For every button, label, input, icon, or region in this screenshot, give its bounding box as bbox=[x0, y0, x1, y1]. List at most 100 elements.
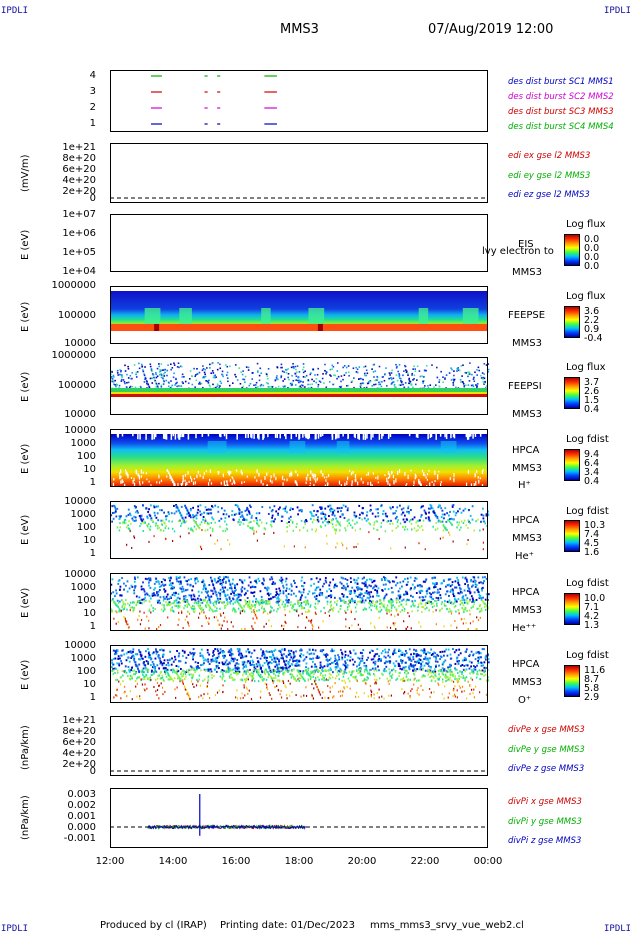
speckle bbox=[143, 373, 145, 375]
spectrogram-cell bbox=[214, 504, 217, 507]
spectrogram-cell bbox=[205, 659, 208, 662]
datetime-title: 07/Aug/2019 12:00 bbox=[428, 22, 554, 37]
spectrogram-cell bbox=[454, 605, 457, 608]
spectrogram-cell bbox=[256, 539, 259, 542]
speckle bbox=[146, 380, 148, 383]
species-label: He⁺ bbox=[515, 551, 534, 562]
spectrogram-cell bbox=[479, 529, 481, 532]
spectrogram-cell bbox=[217, 619, 219, 622]
spectrogram-cell bbox=[130, 669, 133, 672]
spectrogram-cell bbox=[187, 671, 190, 674]
spectrogram-cell bbox=[464, 608, 466, 611]
spectrogram-cell bbox=[408, 666, 410, 669]
spectrogram-cell bbox=[469, 622, 472, 625]
dropout bbox=[122, 480, 124, 483]
spectrogram-cell bbox=[229, 651, 232, 654]
spectrogram-cell bbox=[484, 608, 487, 611]
spectrogram-cell bbox=[321, 670, 324, 673]
spectrogram-cell bbox=[204, 521, 206, 524]
spectrogram-cell bbox=[284, 603, 286, 606]
spectrogram-cell bbox=[423, 664, 426, 667]
dropout bbox=[428, 469, 430, 472]
dropout bbox=[130, 477, 133, 479]
spectrogram-cell bbox=[286, 526, 288, 529]
spectrogram-cell bbox=[344, 660, 347, 663]
spectrogram-cell bbox=[158, 588, 161, 591]
speckle bbox=[425, 369, 427, 372]
speckle bbox=[203, 371, 206, 374]
spectrogram-cell bbox=[474, 666, 477, 669]
spectrogram-cell bbox=[326, 660, 329, 663]
spectrogram-cell bbox=[372, 587, 374, 590]
speckle bbox=[135, 373, 137, 376]
spectrogram-cell bbox=[232, 602, 234, 605]
spectrogram-cell bbox=[391, 599, 394, 602]
dropout bbox=[431, 481, 433, 483]
spectrogram-cell bbox=[451, 583, 454, 586]
spectrogram-cell bbox=[336, 603, 338, 606]
spectrogram-cell bbox=[338, 656, 340, 659]
spectrogram-cell bbox=[138, 658, 140, 661]
spectrogram-cell bbox=[171, 606, 174, 609]
dropout bbox=[367, 471, 369, 476]
spectrogram-cell bbox=[441, 601, 443, 604]
spectrogram-cell bbox=[313, 518, 315, 521]
spectrogram-cell bbox=[212, 592, 215, 595]
spectrogram-cell bbox=[147, 656, 150, 659]
speckle bbox=[448, 372, 451, 374]
spectrogram-cell bbox=[284, 663, 287, 666]
speckle bbox=[151, 377, 153, 380]
spectrogram-cell bbox=[342, 584, 345, 587]
spacecraft-label: MMS3 bbox=[512, 533, 542, 544]
spectrogram-cell bbox=[193, 602, 196, 605]
spectrogram-cell bbox=[204, 529, 207, 532]
speckle bbox=[317, 383, 320, 386]
spectrogram-cell bbox=[141, 669, 144, 672]
spectrogram-cell bbox=[214, 542, 216, 545]
speckle bbox=[445, 374, 448, 376]
speckle bbox=[374, 383, 377, 386]
spectrogram-cell bbox=[476, 607, 479, 610]
spectrogram-cell bbox=[124, 521, 126, 524]
dropout bbox=[201, 434, 204, 437]
legend-entry: des dist burst SC2 MMS2 bbox=[508, 92, 614, 102]
spectrogram-cell bbox=[420, 625, 422, 628]
spectrogram-cell bbox=[300, 648, 302, 651]
speckle bbox=[204, 375, 207, 378]
spectrogram-cell bbox=[305, 603, 307, 606]
spectrogram-cell bbox=[286, 601, 289, 604]
spectrogram-cell bbox=[236, 666, 239, 669]
spectrogram-cell bbox=[485, 577, 488, 580]
spectrogram-cell bbox=[192, 593, 195, 596]
spectrogram-cell bbox=[276, 664, 278, 667]
speckle bbox=[241, 387, 244, 389]
spectrogram-cell bbox=[414, 577, 417, 580]
spectrogram-cell bbox=[236, 648, 239, 651]
spectrogram-cell bbox=[212, 610, 214, 613]
spectrogram-cell bbox=[227, 578, 230, 581]
speckle bbox=[403, 386, 406, 389]
spectrogram-cell bbox=[252, 526, 254, 529]
spectrogram-cell bbox=[433, 582, 436, 585]
spectrogram-cell bbox=[404, 525, 407, 528]
spectrogram-cell bbox=[123, 588, 125, 591]
spectrogram-cell bbox=[387, 580, 390, 583]
speckle bbox=[285, 371, 288, 374]
speckle bbox=[216, 368, 219, 371]
spectrogram-cell bbox=[131, 606, 133, 609]
spectrogram-cell bbox=[204, 658, 207, 661]
spectrogram-cell bbox=[427, 673, 430, 676]
spectrogram-cell bbox=[373, 674, 376, 677]
spectrogram-cell bbox=[133, 609, 135, 612]
spectrogram-cell bbox=[192, 607, 194, 610]
spectrogram-cell bbox=[389, 660, 392, 663]
speckle bbox=[436, 376, 439, 379]
spectrogram-cell bbox=[376, 520, 379, 523]
spectrogram-cell bbox=[332, 609, 334, 612]
spectrogram-cell bbox=[178, 601, 180, 604]
spectrogram-cell bbox=[343, 670, 345, 673]
spectrogram-cell bbox=[316, 510, 319, 513]
spectrogram-cell bbox=[147, 648, 149, 651]
spectrogram-cell bbox=[310, 584, 313, 587]
spectrogram-cell bbox=[331, 648, 333, 651]
